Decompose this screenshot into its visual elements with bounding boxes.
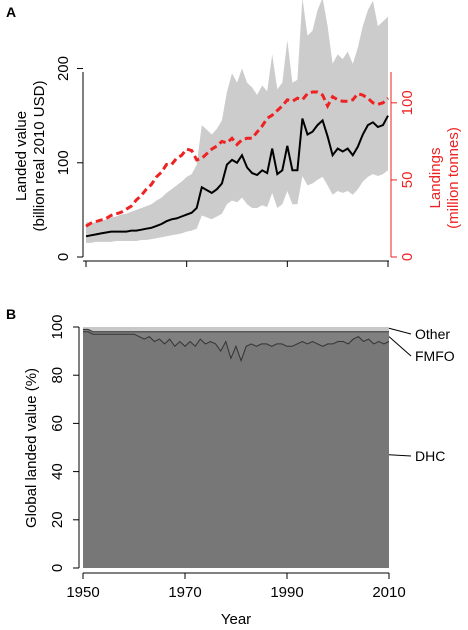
y-tick-label: 100 (49, 314, 66, 339)
label-other: Other (415, 326, 450, 342)
axis-label-line: (million tonnes) (445, 127, 462, 229)
axis-label-line: Landed value (13, 111, 30, 201)
y-tick-label: 40 (49, 463, 66, 480)
axis-label-line: (billion real 2010 USD) (31, 81, 48, 232)
x-tick-label: 1990 (270, 584, 303, 601)
panel-b-letter: B (6, 306, 16, 322)
y-tick-label: 60 (49, 415, 66, 432)
panel-a: A 0 100 200 0 50 100 Landed value(billion re… (6, 0, 462, 267)
panel-a-bottom-ticks (85, 261, 389, 267)
landings-line (85, 90, 390, 228)
panel-b-x-axis-label: Year (221, 611, 251, 628)
y-tick-label: 20 (49, 511, 66, 528)
y-tick-label: 0 (55, 253, 72, 261)
y-tick-label: 100 (55, 150, 72, 175)
panel-b-left-ticks: 0 20 40 60 80 100 (49, 314, 79, 572)
label-dhc: DHC (415, 448, 445, 464)
label-leader-fmfo (388, 336, 412, 357)
panel-a-left-ticks: 0 100 200 (55, 56, 83, 261)
panel-b: B 0 20 40 60 80 100 1950 1970 1990 2010 Global l… (6, 306, 455, 628)
y2-tick-label: 50 (399, 172, 416, 189)
landed-value-series (85, 115, 389, 238)
stacked-areas (83, 327, 390, 568)
x-tick-label: 2010 (372, 584, 405, 601)
panel-b-bottom-ticks: 1950 1970 1990 2010 (66, 573, 406, 601)
y2-tick-label: 0 (399, 253, 416, 261)
panel-a-y-axis-label: Landed value(billion real 2010 USD) (13, 81, 48, 232)
boundary-fmfo (83, 328, 389, 333)
area-dhc (83, 331, 389, 568)
boundary-dhc (83, 331, 390, 363)
y2-tick-label: 100 (399, 90, 416, 115)
label-fmfo: FMFO (415, 348, 455, 364)
uncertainty-band (86, 0, 388, 243)
label-leader-other (388, 327, 412, 335)
landed-value-line (85, 115, 389, 238)
axis-label-line: Landings (427, 148, 444, 209)
x-tick-label: 1970 (168, 584, 201, 601)
area-labels: Other FMFO DHC (388, 326, 455, 464)
y-tick-label: 200 (55, 56, 72, 81)
landings-series (85, 90, 390, 228)
y-tick-label: 0 (49, 564, 66, 572)
panel-a-letter: A (6, 4, 16, 20)
x-tick-label: 1950 (66, 584, 99, 601)
y-tick-label: 80 (49, 367, 66, 384)
panel-a-right-axis-label: Landings(million tonnes) (427, 127, 462, 229)
panel-a-right-axis: 0 50 100 (390, 72, 416, 261)
panel-b-y-axis-label: Global landed value (%) (23, 368, 40, 528)
label-leader-dhc (388, 454, 412, 457)
band-area (86, 0, 388, 243)
